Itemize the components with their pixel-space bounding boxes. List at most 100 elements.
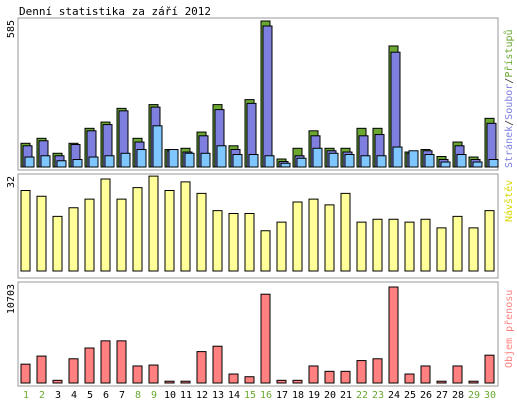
visits-bar-day-26	[420, 218, 431, 272]
pages-bar-day-19	[312, 147, 323, 168]
visits-bar-day-19	[308, 198, 319, 272]
traffic-bar-day-7	[116, 340, 127, 384]
x-tick-label-day-14: 14	[228, 390, 240, 401]
pages-bar-day-6	[104, 155, 115, 168]
visits-bar-day-30	[484, 210, 495, 272]
traffic-bar-day-10	[164, 380, 175, 384]
x-tick-label-day-30: 30	[484, 390, 496, 401]
visits-bar-day-10	[164, 190, 175, 272]
traffic-bar-day-19	[308, 365, 319, 384]
traffic-bar-day-2	[36, 355, 47, 384]
x-tick-label-day-17: 17	[276, 390, 288, 401]
visits-bar-day-7	[116, 198, 127, 272]
traffic-bar-day-23	[372, 358, 383, 384]
x-tick-label-day-18: 18	[292, 390, 304, 401]
pages-bar-day-22	[360, 155, 371, 168]
panel-1-ymax-label: 585	[6, 20, 17, 38]
panel-3-legend: Objem přenosu	[503, 290, 515, 368]
visits-bar-day-12	[196, 192, 207, 272]
panel-2-frame	[17, 173, 499, 279]
x-tick-label-day-7: 7	[119, 390, 125, 401]
pages-bar-day-1	[24, 156, 35, 168]
panel-1-legend-part-4: Přístupů	[503, 29, 515, 77]
pages-bar-day-13	[216, 145, 227, 168]
traffic-bar-day-30	[484, 354, 495, 384]
x-tick-label-day-8: 8	[135, 390, 141, 401]
pages-bar-day-25	[408, 150, 419, 168]
pages-bar-day-14	[232, 154, 243, 168]
visits-bar-day-1	[20, 190, 31, 272]
visits-bar-day-5	[84, 198, 95, 272]
bars-layer	[20, 20, 499, 384]
pages-bar-day-7	[120, 152, 131, 168]
x-tick-label-day-27: 27	[436, 390, 448, 401]
visits-bar-day-23	[372, 218, 383, 272]
pages-bar-day-8	[136, 149, 147, 168]
visits-bar-day-15	[244, 213, 255, 272]
traffic-bar-day-25	[404, 373, 415, 384]
panel-1-legend-part-2: Soubor	[504, 84, 515, 120]
traffic-bar-day-20	[324, 370, 335, 384]
pages-bar-day-11	[184, 152, 195, 168]
x-tick-label-day-3: 3	[55, 390, 61, 401]
traffic-bar-day-14	[228, 373, 239, 384]
visits-bar-day-3	[52, 215, 63, 272]
traffic-bar-day-18	[292, 379, 303, 384]
pages-bar-day-4	[72, 159, 83, 168]
traffic-bar-day-13	[212, 345, 223, 384]
x-tick-label-day-15: 15	[244, 390, 256, 401]
pages-bar-day-17	[280, 162, 291, 168]
traffic-bar-day-22	[356, 360, 367, 384]
pages-bar-day-30	[488, 159, 499, 168]
pages-bar-day-28	[456, 154, 467, 168]
panel-1-legend-part-3: /	[504, 78, 515, 84]
traffic-bar-day-1	[20, 363, 31, 384]
pages-bar-day-12	[200, 152, 211, 168]
x-tick-label-day-26: 26	[420, 390, 432, 401]
traffic-bar-day-27	[436, 380, 447, 384]
pages-bar-day-5	[88, 156, 99, 168]
x-tick-label-day-5: 5	[87, 390, 93, 401]
visits-bar-day-11	[180, 181, 191, 272]
traffic-bar-day-6	[100, 340, 111, 384]
x-tick-label-day-21: 21	[340, 390, 352, 401]
panel-3-ymax-label: 10703	[6, 284, 17, 314]
panel-1-legend-part-0: Stránek	[503, 126, 515, 168]
traffic-bar-day-21	[340, 370, 351, 384]
x-tick-label-day-12: 12	[196, 390, 208, 401]
panel-2-legend-part-0: Návštěv	[503, 180, 515, 222]
visits-bar-day-9	[148, 175, 159, 272]
panel-1-legend: Stránek/Soubor/Přístupů	[503, 29, 515, 168]
visits-bar-day-18	[292, 201, 303, 272]
panel-1-frame	[17, 17, 499, 171]
traffic-bar-day-24	[388, 286, 399, 384]
panel-2-legend: Návštěv	[503, 180, 515, 222]
pages-bar-day-2	[40, 155, 51, 168]
visits-bar-day-2	[36, 195, 47, 272]
visits-bar-day-27	[436, 227, 447, 272]
panel-3-frame	[17, 281, 499, 387]
visits-bar-day-6	[100, 178, 111, 272]
x-tick-label-day-28: 28	[452, 390, 464, 401]
chart-title: Denní statistika za září 2012	[19, 5, 211, 18]
x-tick-label-day-23: 23	[372, 390, 384, 401]
visits-bar-day-20	[324, 204, 335, 272]
traffic-bar-day-9	[148, 364, 159, 384]
x-tick-label-day-9: 9	[151, 390, 157, 401]
visits-bar-day-21	[340, 192, 351, 272]
panel-3-legend-part-0: Objem přenosu	[503, 290, 515, 368]
traffic-bar-day-16	[260, 293, 271, 384]
pages-bar-day-18	[296, 157, 307, 168]
traffic-bar-day-15	[244, 376, 255, 384]
pages-bar-day-21	[344, 154, 355, 168]
visits-bar-day-8	[132, 187, 143, 272]
x-tick-label-day-16: 16	[260, 390, 272, 401]
visits-bar-day-29	[468, 227, 479, 272]
pages-bar-day-29	[472, 161, 483, 168]
pages-bar-day-24	[392, 146, 403, 168]
pages-bar-day-3	[56, 160, 67, 168]
files-bar-day-16	[262, 25, 273, 168]
traffic-bar-day-5	[84, 347, 95, 384]
